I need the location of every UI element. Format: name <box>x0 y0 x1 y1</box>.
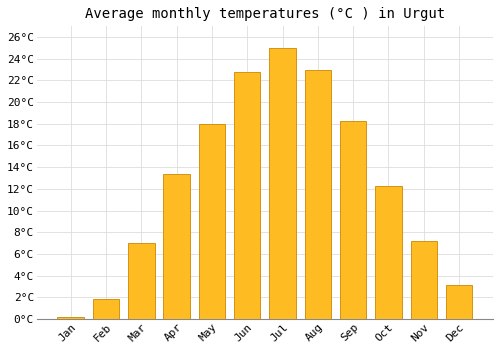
Bar <box>93 299 120 319</box>
Bar <box>375 186 402 319</box>
Bar <box>164 174 190 319</box>
Bar <box>410 241 437 319</box>
Bar <box>340 120 366 319</box>
Bar <box>270 48 296 319</box>
Bar <box>198 124 225 319</box>
Title: Average monthly temperatures (°C ) in Urgut: Average monthly temperatures (°C ) in Ur… <box>85 7 445 21</box>
Bar <box>304 70 331 319</box>
Bar <box>446 285 472 319</box>
Bar <box>128 243 154 319</box>
Bar <box>58 317 84 319</box>
Bar <box>234 72 260 319</box>
